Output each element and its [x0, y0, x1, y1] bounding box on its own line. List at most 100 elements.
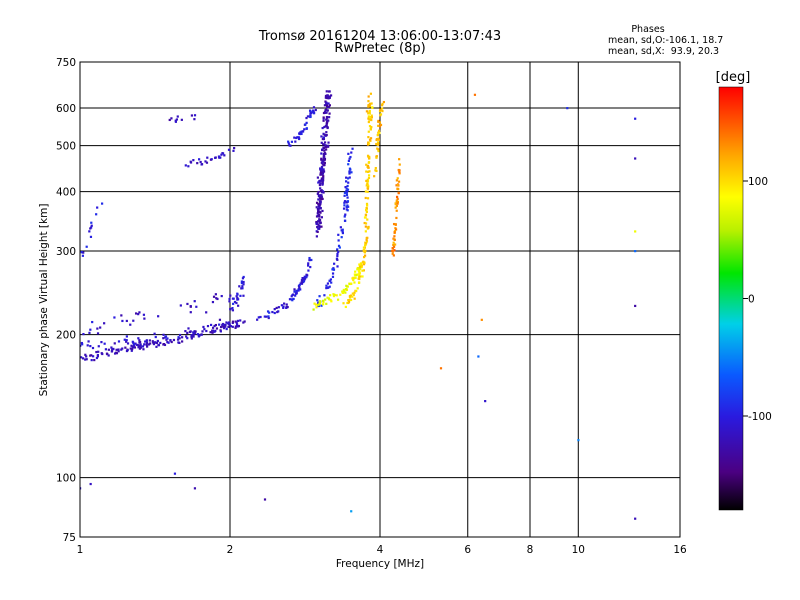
echo-point — [141, 345, 145, 348]
echo-point — [328, 285, 331, 288]
echo-point — [227, 322, 231, 325]
echo-point — [225, 321, 228, 324]
echo-point — [359, 265, 362, 268]
echo-point — [84, 358, 87, 361]
echo-point — [353, 297, 356, 300]
echo-point — [317, 190, 320, 194]
echo-point — [332, 267, 335, 270]
echo-point — [308, 259, 311, 262]
echo-point — [303, 278, 306, 282]
echo-point — [634, 304, 637, 308]
echo-point — [139, 340, 142, 344]
echo-point — [377, 150, 380, 153]
echo-point — [103, 342, 106, 345]
echo-point — [366, 204, 369, 207]
echo-point — [170, 117, 173, 120]
echo-point — [367, 95, 370, 98]
echo-point — [307, 262, 310, 265]
echo-point — [80, 487, 82, 490]
echo-point — [320, 141, 323, 144]
echo-point — [312, 110, 315, 113]
echo-point — [351, 295, 354, 298]
echo-point — [154, 335, 157, 339]
echo-point — [205, 311, 208, 314]
echo-point — [322, 119, 325, 122]
echo-point — [377, 137, 380, 140]
echo-point — [375, 156, 378, 159]
echo-point — [322, 132, 325, 135]
echo-point — [81, 254, 84, 257]
plot-frame — [79, 61, 681, 538]
echo-point — [138, 344, 141, 348]
echo-point — [335, 294, 338, 297]
echo-point — [366, 187, 370, 190]
echo-point — [240, 281, 244, 285]
echo-point — [319, 172, 322, 175]
echo-point — [111, 348, 114, 351]
echo-point — [377, 119, 380, 123]
echo-point — [634, 230, 637, 233]
echo-point — [239, 294, 242, 297]
echo-point — [322, 300, 325, 304]
echo-point — [322, 146, 326, 150]
echo-point — [363, 221, 366, 225]
echo-point — [301, 130, 305, 133]
echo-point — [322, 191, 325, 194]
echo-point — [326, 286, 329, 289]
echo-point — [221, 152, 225, 155]
echo-point — [325, 148, 328, 151]
echo-point — [366, 180, 370, 183]
echo-point — [123, 338, 126, 341]
echo-point — [211, 300, 215, 304]
echo-point — [320, 157, 323, 160]
echo-point — [193, 487, 197, 490]
echo-point — [367, 135, 370, 139]
echo-point — [221, 324, 224, 327]
echo-point — [318, 203, 322, 206]
echo-point — [319, 182, 322, 185]
echo-point — [319, 179, 323, 182]
echo-point — [350, 510, 353, 513]
echo-point — [328, 96, 331, 99]
echo-point — [304, 123, 307, 126]
echo-point — [370, 102, 373, 105]
colorbar — [718, 86, 744, 511]
echo-point — [366, 170, 370, 173]
echo-point — [366, 154, 370, 157]
echo-point — [297, 288, 300, 291]
y-tick-label: 200 — [56, 330, 76, 342]
echo-point — [203, 328, 206, 331]
echo-point — [290, 298, 293, 301]
echo-point — [294, 294, 297, 297]
echo-point — [190, 335, 193, 338]
echo-point — [144, 340, 147, 343]
echo-point — [125, 339, 128, 342]
echo-point — [358, 263, 361, 266]
echo-point — [137, 346, 140, 349]
echo-point — [321, 197, 324, 200]
echo-point — [367, 100, 370, 103]
echo-point — [328, 95, 332, 98]
echo-point — [223, 154, 226, 157]
echo-point — [227, 325, 230, 328]
echo-point — [205, 329, 208, 333]
echo-point — [349, 155, 352, 159]
echo-point — [323, 294, 326, 297]
echo-point — [316, 176, 319, 179]
echo-point — [324, 145, 328, 149]
echo-point — [303, 275, 306, 278]
echo-point — [282, 302, 286, 305]
echo-point — [315, 220, 318, 224]
echo-point — [318, 295, 321, 298]
echo-point — [190, 337, 193, 340]
echo-point — [362, 246, 366, 249]
echo-point — [290, 140, 294, 143]
echo-point — [378, 131, 381, 135]
x-axis-ticks: 1 2 4 6 8 10 16 — [77, 544, 687, 556]
echo-point — [363, 216, 367, 219]
echo-point — [317, 181, 320, 184]
echo-point — [328, 112, 331, 115]
echo-point — [152, 342, 156, 346]
echo-point — [363, 254, 367, 257]
